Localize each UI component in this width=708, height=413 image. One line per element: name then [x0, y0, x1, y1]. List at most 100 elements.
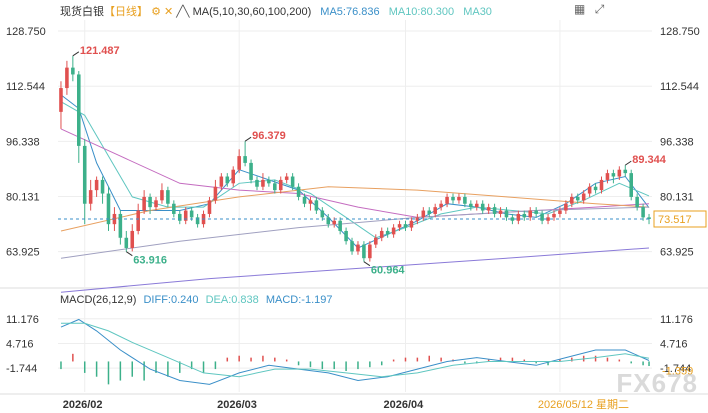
candle-body — [261, 179, 265, 187]
candle-body — [356, 244, 360, 252]
candle-body — [439, 203, 443, 208]
time-tick-label: 2026/05/12 星期二 — [538, 398, 629, 411]
candle-body — [540, 213, 544, 221]
toolbar: ▦ ⤢ — [574, 2, 604, 17]
candle-body — [136, 210, 140, 231]
instrument-name: 现货白银 — [60, 6, 104, 18]
candle-body — [278, 179, 283, 191]
candle-body — [368, 244, 372, 259]
candle-body — [148, 196, 152, 208]
price-tick-right: 112.544 — [660, 81, 699, 93]
annotation-leader — [624, 160, 632, 166]
candle-body — [611, 173, 616, 177]
price-tick-right: 96.338 — [660, 136, 694, 148]
candle-body — [284, 176, 289, 180]
ma-label: MA(5,10,30,60,100,200) — [192, 6, 312, 18]
candle-body — [617, 169, 622, 177]
macd-tick-left: 11.176 — [6, 314, 39, 326]
candle-body — [534, 210, 538, 214]
candle-body — [207, 200, 212, 214]
annotation-leader — [363, 261, 371, 267]
time-tick-label: 2026/04 — [383, 399, 424, 411]
fullscreen-icon[interactable]: ⤢ — [594, 2, 605, 16]
candle-body — [231, 169, 236, 184]
candle-body — [237, 156, 241, 170]
candle-body — [314, 200, 319, 211]
panel-icon[interactable]: ▦ — [574, 2, 586, 16]
extreme-value-label: 89.344 — [632, 154, 667, 166]
diff-line — [60, 318, 650, 385]
candle-body — [457, 196, 461, 201]
candle-body — [332, 220, 336, 225]
candle-body — [504, 210, 509, 218]
close-icon[interactable]: ✕ — [164, 6, 174, 18]
ma-line-ma200 — [60, 247, 650, 293]
macd-tick-right: 4.716 — [660, 338, 688, 350]
candle-body — [510, 217, 515, 221]
macd-tick-right: 11.176 — [660, 314, 693, 326]
price-tick-right: 80.131 — [660, 191, 694, 203]
candle-body — [344, 230, 348, 242]
candle-body — [142, 196, 146, 211]
watermark: FX678 — [616, 368, 698, 398]
current-price-label: 73.517 — [658, 214, 692, 226]
candle-body — [516, 213, 521, 221]
candle-body — [308, 200, 313, 204]
macd-tick-left: -1.744 — [6, 363, 37, 375]
candle-body — [552, 213, 556, 218]
price-tick-right: 63.925 — [660, 247, 694, 259]
candle-body — [189, 210, 194, 218]
candle-body — [213, 186, 218, 201]
settings-icon[interactable]: ⚙ — [151, 6, 161, 18]
candle-body — [629, 173, 633, 197]
candle-body — [243, 156, 247, 163]
candle-body — [397, 224, 402, 228]
candle-body — [564, 203, 568, 211]
ma30-value: MA30 — [463, 6, 492, 18]
candle-body — [546, 217, 550, 221]
macd-header: MACD(26,12,9) DIFF:0.240 DEA:0.838 MACD:… — [60, 294, 332, 306]
dea-value: DEA:0.838 — [205, 294, 259, 306]
chart-type-icon[interactable]: ╱╲ — [176, 6, 190, 18]
candle-body — [100, 179, 105, 194]
candle-body — [403, 224, 408, 228]
candle-body — [593, 186, 598, 191]
diff-value: DIFF:0.240 — [143, 294, 199, 306]
candle-body — [474, 203, 479, 208]
candle-body — [65, 67, 69, 89]
candle-body — [118, 213, 123, 238]
candle-body — [160, 190, 164, 201]
candle-body — [647, 217, 651, 219]
candle-body — [635, 196, 639, 208]
extreme-value-label: 63.916 — [133, 255, 167, 267]
candle-body — [362, 244, 366, 259]
candle-body — [374, 237, 378, 245]
macd-tick-right: -1.744 — [660, 363, 691, 375]
candle-body — [106, 193, 111, 225]
candle-body — [59, 88, 63, 112]
candle-body — [451, 196, 455, 201]
period-label[interactable]: 【日线】 — [104, 6, 148, 18]
ma-line-ma10 — [60, 101, 650, 239]
candle-body — [605, 173, 610, 180]
candle-body — [486, 207, 491, 211]
candle-body — [82, 145, 87, 204]
candle-body — [130, 230, 135, 248]
candle-body — [445, 196, 449, 204]
candle-body — [177, 213, 182, 221]
chart-header: 现货白银【日线】 ⚙ ✕ ╱╲ MA(5,10,30,60,100,200) M… — [60, 3, 492, 19]
candle-body — [124, 237, 129, 248]
candle-body — [463, 196, 467, 204]
candle-body — [219, 176, 224, 187]
candle-body — [88, 190, 93, 204]
annotation-leader — [126, 251, 133, 257]
price-tick-left: 128.750 — [6, 26, 46, 38]
candle-body — [296, 186, 301, 197]
macd-label: MACD(26,12,9) — [60, 294, 137, 306]
candle-body — [469, 203, 473, 208]
macd-tick-left: 4.716 — [6, 338, 34, 350]
macd-current-tick: -1.359 — [662, 365, 693, 377]
candle-body — [183, 210, 188, 221]
candle-body — [267, 179, 271, 184]
ma10-value: MA10:80.300 — [388, 6, 455, 18]
